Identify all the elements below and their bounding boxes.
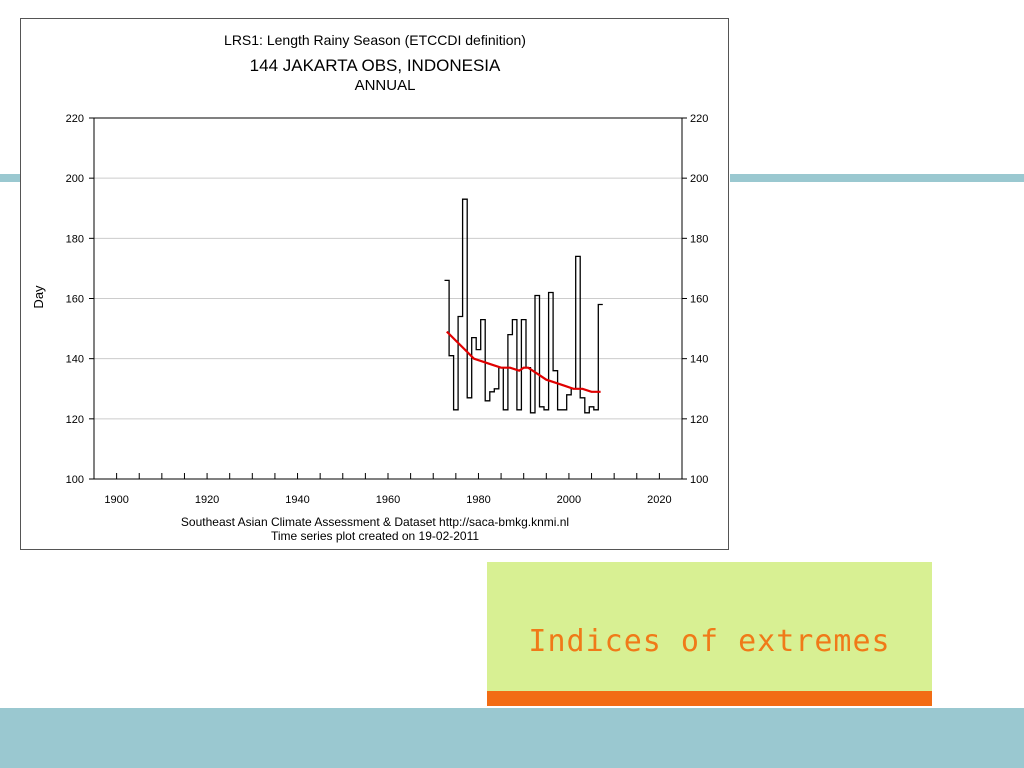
y-tick-label-right: 160 (690, 294, 708, 306)
y-tick-label-right: 100 (690, 474, 708, 486)
y-axis-label: Day (31, 285, 46, 309)
chart-subtitle: 144 JAKARTA OBS, INDONESIA (250, 56, 501, 75)
y-tick-label-left: 140 (66, 354, 84, 366)
decorative-line-right (730, 174, 1024, 182)
y-tick-label-right: 220 (690, 113, 708, 125)
trend-series-line (446, 330, 601, 393)
y-tick-label-right: 200 (690, 173, 708, 185)
y-tick-label-right: 120 (690, 414, 708, 426)
decorative-line-left (0, 174, 22, 182)
y-tick-label-left: 120 (66, 414, 84, 426)
x-tick-label: 2020 (647, 494, 671, 506)
section-title: Indices of extremes (528, 624, 891, 659)
x-tick-label: 1920 (195, 494, 219, 506)
y-tick-label-left: 200 (66, 173, 84, 185)
y-tick-label-left: 220 (66, 113, 84, 125)
section-title-box: Indices of extremes (487, 562, 932, 691)
chart-title: LRS1: Length Rainy Season (ETCCDI defini… (224, 32, 526, 48)
bottom-band (0, 708, 1024, 768)
chart-footer-date: Time series plot created on 19-02-2011 (271, 529, 479, 543)
x-tick-label: 1900 (104, 494, 128, 506)
x-tick-label: 2000 (557, 494, 581, 506)
chart-subtitle-2: ANNUAL (355, 77, 416, 94)
time-series-chart: LRS1: Length Rainy Season (ETCCDI defini… (31, 32, 708, 543)
y-tick-label-left: 160 (66, 294, 84, 306)
y-tick-label-right: 180 (690, 233, 708, 245)
section-title-underline (487, 691, 932, 706)
chart-frame: LRS1: Length Rainy Season (ETCCDI defini… (20, 18, 729, 550)
x-tick-label: 1940 (285, 494, 309, 506)
x-tick-label: 1980 (466, 494, 490, 506)
plot-area (93, 117, 683, 480)
y-tick-label-left: 180 (66, 233, 84, 245)
y-tick-label-right: 140 (690, 354, 708, 366)
annual-series-line (444, 198, 603, 414)
chart-footer-source: Southeast Asian Climate Assessment & Dat… (181, 515, 569, 529)
y-tick-label-left: 100 (66, 474, 84, 486)
x-tick-label: 1960 (376, 494, 400, 506)
